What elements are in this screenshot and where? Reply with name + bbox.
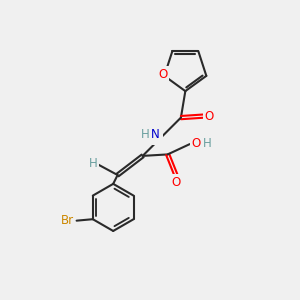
Text: O: O	[158, 68, 167, 81]
Text: O: O	[172, 176, 181, 189]
Text: Br: Br	[61, 214, 74, 227]
Text: O: O	[192, 137, 201, 150]
Text: H: H	[202, 137, 211, 150]
Text: N: N	[151, 128, 160, 141]
Text: H: H	[141, 128, 150, 141]
Text: HN: HN	[144, 130, 161, 143]
Text: H: H	[89, 157, 98, 170]
Text: O: O	[205, 110, 214, 123]
